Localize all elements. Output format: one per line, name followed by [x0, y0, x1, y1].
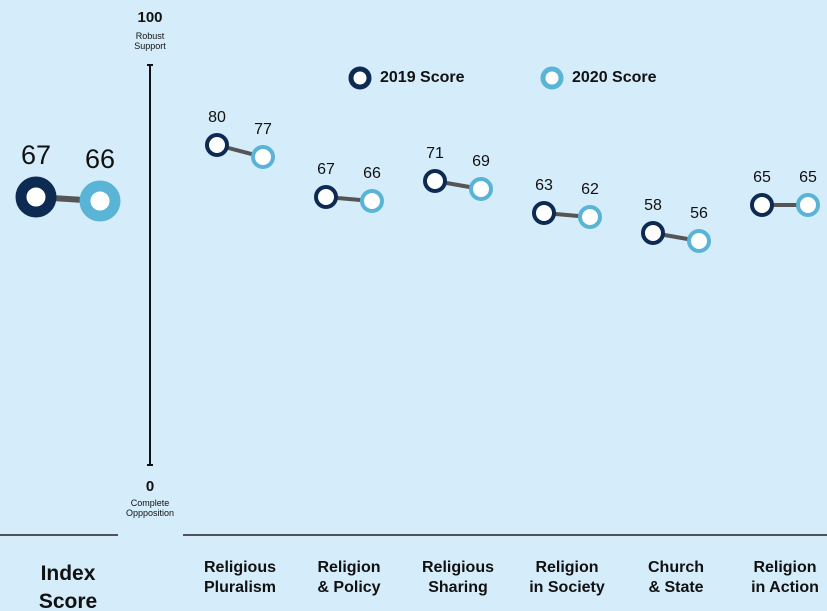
value-label: 63 — [535, 177, 553, 194]
x-tick-label: Religious Sharing — [421, 559, 494, 596]
index-marker — [15, 176, 57, 218]
y-tick-label: 100 — [137, 9, 162, 26]
value-label: 67 — [317, 161, 335, 178]
value-label: 62 — [581, 181, 599, 198]
legend-label: 2019 Score — [380, 69, 465, 86]
dot — [687, 229, 711, 253]
y-tick-label: 0 — [146, 478, 154, 495]
value-label: 66 — [363, 165, 381, 182]
legend-marker — [348, 66, 372, 90]
dot — [532, 201, 556, 225]
legend-label: 2020 Score — [572, 69, 657, 86]
dot — [469, 177, 493, 201]
index-marker — [79, 180, 121, 222]
legend-marker — [540, 66, 564, 90]
value-label: 65 — [753, 169, 771, 186]
value-label: 69 — [472, 153, 490, 170]
dot — [796, 193, 820, 217]
index-label: Index Score — [38, 562, 98, 611]
y-tick-note: Robust Support — [134, 31, 166, 51]
dot — [423, 169, 447, 193]
value-label: 65 — [799, 169, 817, 186]
x-tick-label: Religion in Society — [529, 559, 605, 596]
value-label: 80 — [208, 109, 226, 126]
dot — [641, 221, 665, 245]
dot — [251, 145, 275, 169]
index-value-label: 67 — [21, 140, 51, 170]
x-tick-label: Religious Pluralism — [203, 559, 277, 596]
dot — [205, 133, 229, 157]
dot — [314, 185, 338, 209]
dot — [750, 193, 774, 217]
value-label: 58 — [644, 197, 662, 214]
value-label: 56 — [690, 205, 708, 222]
x-tick-label: Religion in Action — [751, 559, 819, 596]
x-tick-label: Religion & Policy — [317, 559, 381, 596]
dot — [360, 189, 384, 213]
value-label: 71 — [426, 145, 444, 162]
value-label: 77 — [254, 121, 272, 138]
x-tick-label: Church & State — [648, 559, 704, 596]
y-tick-note: Complete Oppposition — [125, 498, 175, 518]
index-value-label: 66 — [85, 144, 115, 174]
dot — [578, 205, 602, 229]
